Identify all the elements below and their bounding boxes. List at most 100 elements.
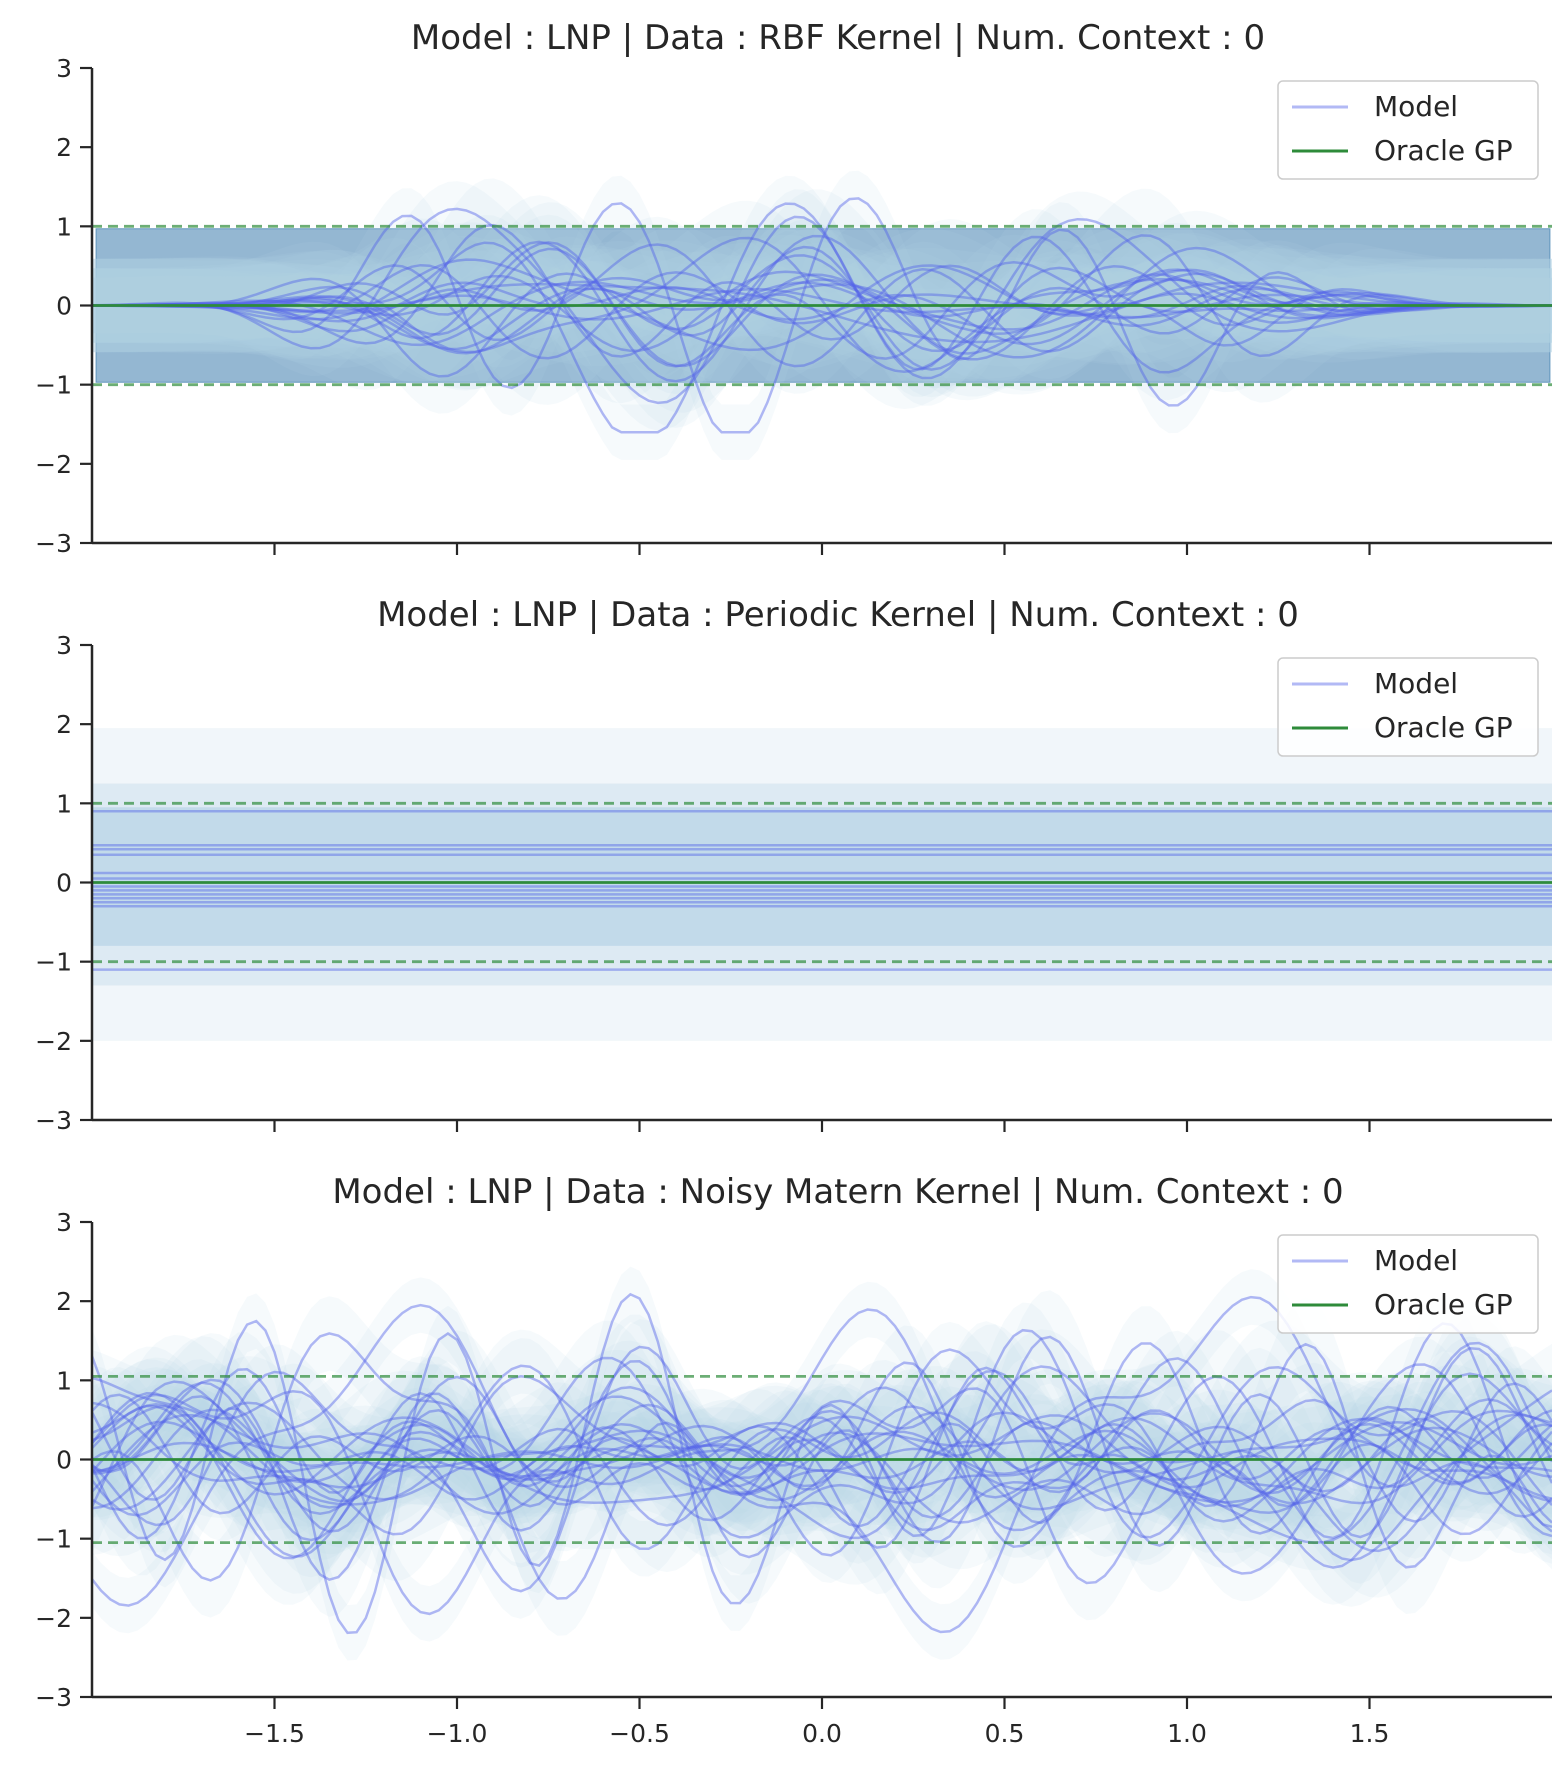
subplot-title: Model : LNP | Data : RBF Kernel | Num. C… — [411, 18, 1265, 58]
model-sample-line — [92, 1356, 1552, 1569]
model-sample-line — [92, 287, 1552, 321]
model-uncertainty-band — [92, 175, 1552, 460]
model-sample-line — [92, 1369, 1552, 1562]
model-uncertainty-band — [92, 1290, 1552, 1604]
legend-label: Model — [1374, 90, 1458, 123]
model-sample-line — [92, 1345, 1552, 1593]
model-sample-line — [92, 1401, 1552, 1511]
model-uncertainty-band — [92, 188, 1552, 413]
model-sample-line — [92, 1395, 1552, 1542]
model-uncertainty-band — [92, 1321, 1552, 1602]
model-sample-line — [92, 202, 1552, 434]
legend-frame — [1277, 657, 1539, 757]
model-sample-line — [92, 1342, 1552, 1540]
model-uncertainty-band — [92, 1329, 1552, 1581]
model-sample-line — [92, 1412, 1552, 1505]
model-sample-line — [92, 197, 1552, 434]
y-tick-label: 3 — [56, 1208, 72, 1237]
y-tick-label: 3 — [56, 631, 72, 660]
x-tick-label: 0.5 — [985, 1719, 1025, 1748]
model-uncertainty-band — [92, 170, 1552, 460]
model-uncertainty-band — [92, 1346, 1552, 1598]
model-uncertainty-band — [92, 229, 1552, 397]
model-sample-line — [92, 1295, 1552, 1634]
model-uncertainty-band — [92, 1324, 1552, 1607]
model-sample-line — [92, 1386, 1552, 1517]
model-uncertainty-band — [92, 1356, 1552, 1557]
y-tick-label: −3 — [35, 1683, 72, 1712]
y-tick-label: 0 — [56, 869, 72, 898]
y-tick-label: 2 — [56, 710, 72, 739]
model-uncertainty-band — [92, 1266, 1552, 1661]
model-sample-line — [92, 243, 1552, 368]
y-tick-label: 0 — [56, 292, 72, 321]
legend-frame — [1277, 80, 1539, 180]
y-tick-label: −2 — [35, 1604, 72, 1633]
model-uncertainty-band — [92, 1297, 1552, 1614]
x-tick-label: 0.0 — [802, 1719, 842, 1748]
model-uncertainty-band — [92, 210, 1552, 395]
model-uncertainty-band — [92, 218, 1552, 414]
model-uncertainty-band — [92, 1281, 1552, 1642]
y-tick-label: 1 — [56, 789, 72, 818]
model-uncertainty-band — [92, 178, 1552, 404]
model-sample-line — [92, 1332, 1552, 1600]
y-tick-label: −3 — [35, 529, 72, 558]
model-sample-line — [92, 207, 1552, 405]
model-sample-line — [92, 234, 1552, 368]
model-sample-line — [92, 281, 1552, 344]
model-uncertainty-band — [92, 218, 1552, 405]
legend: Model Oracle GP — [1277, 1234, 1539, 1334]
legend-frame — [1277, 1234, 1539, 1334]
model-uncertainty-band — [92, 216, 1552, 394]
model-uncertainty-band — [92, 1360, 1552, 1543]
model-uncertainty-band — [92, 1375, 1552, 1558]
subplot-noisy-matern-kernel: −3 −2 −1 0 1 2 3 −1.5 −1.0 −0.5 0.0 0.5 1.0 1.5 Model … — [35, 1172, 1552, 1748]
subplot-title: Model : LNP | Data : Periodic Kernel | N… — [377, 595, 1299, 635]
model-sample-line — [92, 223, 1552, 358]
model-uncertainty-band — [92, 1359, 1552, 1578]
x-tick-label: 1.5 — [1350, 1719, 1390, 1748]
model-uncertainty-band — [92, 181, 1552, 431]
plot-area — [92, 170, 1552, 460]
y-tick-label: 2 — [56, 1287, 72, 1316]
y-tick-label: −3 — [35, 1106, 72, 1135]
model-sample-line — [92, 234, 1552, 383]
legend: Model Oracle GP — [1277, 80, 1539, 180]
x-tick-label: −1.0 — [427, 1719, 488, 1748]
legend-label: Model — [1374, 667, 1458, 700]
model-uncertainty-band — [92, 1320, 1552, 1605]
model-uncertainty-band — [92, 1319, 1552, 1619]
model-uncertainty-band — [92, 1306, 1552, 1576]
y-tick-label: −1 — [35, 948, 72, 977]
model-uncertainty-band — [92, 189, 1552, 428]
y-tick-label: 0 — [56, 1446, 72, 1475]
model-uncertainty-band — [92, 1269, 1552, 1660]
model-uncertainty-band — [92, 234, 1552, 388]
legend-label: Oracle GP — [1374, 1288, 1513, 1321]
model-uncertainty-band — [92, 807, 1552, 946]
model-uncertainty-band — [92, 1336, 1552, 1573]
model-sample-line — [92, 1381, 1552, 1527]
model-uncertainty-band — [92, 254, 1552, 377]
model-sample-line — [92, 258, 1552, 352]
x-tick-label: −1.5 — [244, 1719, 305, 1748]
model-sample-line — [92, 241, 1552, 368]
y-tick-label: −2 — [35, 1027, 72, 1056]
y-tick-label: 3 — [56, 54, 72, 83]
legend-label: Oracle GP — [1374, 711, 1513, 744]
y-tick-label: 1 — [56, 1366, 72, 1395]
y-tick-label: 2 — [56, 133, 72, 162]
legend-label: Oracle GP — [1374, 134, 1513, 167]
model-sample-line — [92, 281, 1552, 351]
model-uncertainty-band — [92, 219, 1552, 398]
model-sample-line — [92, 254, 1552, 378]
model-uncertainty-band — [92, 1387, 1552, 1542]
model-uncertainty-band — [92, 245, 1552, 380]
subplot-periodic-kernel: −3 −2 −1 0 1 2 3 Model : LNP | Data : Periodic … — [35, 595, 1552, 1135]
model-sample-line — [92, 265, 1552, 361]
model-uncertainty-band — [92, 1320, 1552, 1570]
model-sample-line — [92, 1401, 1552, 1505]
model-sample-line — [92, 1393, 1552, 1519]
